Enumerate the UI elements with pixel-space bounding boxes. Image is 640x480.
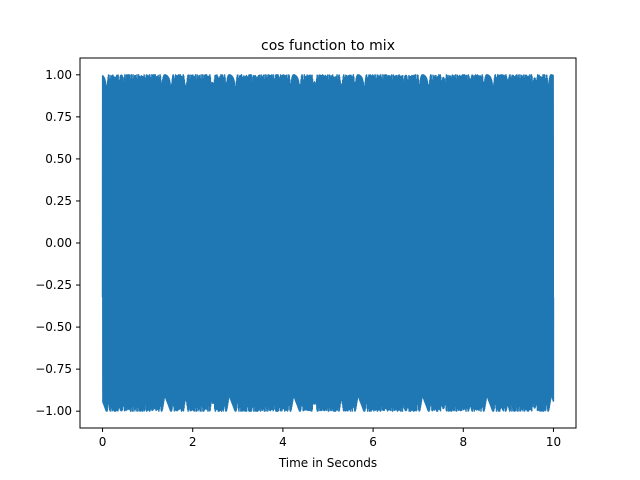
series-cos-signal (101, 74, 555, 412)
plot-area (79, 57, 577, 429)
y-tick-label: 0.50 (45, 152, 72, 166)
series-line (101, 74, 555, 412)
x-tick-label: 4 (279, 435, 287, 449)
x-tick-label: 0 (99, 435, 107, 449)
y-tick-label: 1.00 (45, 68, 72, 82)
y-tick-label: 0.25 (45, 194, 72, 208)
y-tick-label: −0.25 (35, 278, 72, 292)
y-tick-label: −1.00 (35, 404, 72, 418)
y-tick-label: −0.50 (35, 320, 72, 334)
x-axis-ticks: 0 2 4 6 8 10 (99, 428, 561, 449)
y-tick-label: 0.00 (45, 236, 72, 250)
x-axis-label: Time in Seconds (278, 456, 377, 470)
y-tick-label: 0.75 (45, 110, 72, 124)
chart-title: cos function to mix (261, 38, 395, 54)
y-axis-ticks: 1.00 0.75 0.50 0.25 0.00 −0.25 −0.50 −0.75 −1.00 (35, 68, 80, 418)
x-tick-label: 2 (189, 435, 197, 449)
x-tick-label: 10 (546, 435, 561, 449)
x-tick-label: 8 (459, 435, 467, 449)
x-tick-label: 6 (369, 435, 377, 449)
y-tick-label: −0.75 (35, 362, 72, 376)
